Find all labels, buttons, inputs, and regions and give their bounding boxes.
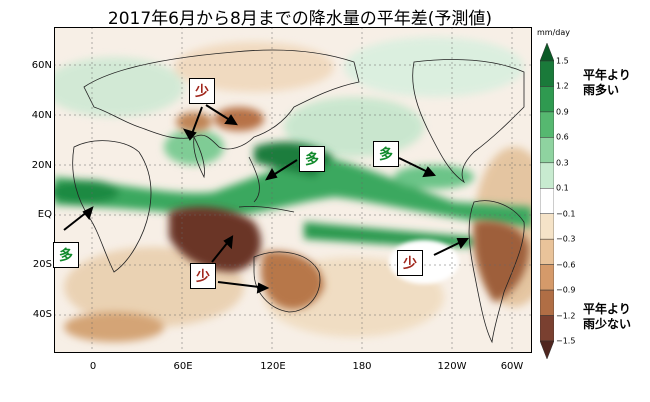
lat-label-20n: 20N [31,160,52,171]
lon-label-120e: 120E [260,361,286,372]
colorbar-unit: mm/day [537,28,570,37]
lat-label-20s: 20S [32,259,52,270]
lon-label-60e: 60E [173,361,193,372]
precipitation-anomaly-map [54,27,532,353]
dry-label: 平年より 雨少ない [583,302,650,332]
lon-label-180: 180 [352,361,372,372]
callout-dry-asia: 少 [189,78,215,104]
colorbar-segment [540,60,554,87]
lat-label-40s: 40S [32,309,52,320]
colorbar-tick-label: −0.1 [556,209,576,219]
callout-dry-south-america: 少 [397,250,423,276]
colorbar-tick-label: 0.3 [556,158,569,168]
colorbar-tick-label: 0.1 [556,183,569,193]
map-title: 2017年6月から8月までの降水量の平年差(予測値) [107,9,493,29]
colorbar-segment [540,86,554,113]
wet-label: 平年より 雨多い [583,68,650,98]
colorbar-segment [540,264,554,291]
lon-label-120w: 120W [437,361,467,372]
colorbar-top-arrow [540,43,554,62]
lon-label-0: 0 [89,361,97,372]
colorbar-tick-label: −1.2 [556,311,576,321]
dry-label-text: 平年より 雨少ない [583,302,632,331]
colorbar-tick-label: 1.5 [556,56,569,66]
lat-label-60n: 60N [31,60,52,71]
lon-label-60w: 60W [500,361,524,372]
colorbar-segment [540,111,554,138]
colorbar-tick-label: −1.5 [556,336,576,346]
colorbar-segment [540,315,554,342]
colorbar-bottom-arrow [540,340,554,359]
colorbar-segment [540,213,554,240]
callout-dry-indian-ocean: 少 [190,263,216,289]
colorbar-tick-label: 1.2 [556,81,569,91]
colorbar-segment [540,188,554,214]
colorbar-tick-label: −0.3 [556,234,576,244]
lat-label-40n: 40N [31,110,52,121]
colorbar-segment [540,162,554,189]
colorbar-tick-label: 0.9 [556,107,569,117]
callout-wet-central-america: 多 [373,141,399,167]
lat-label-eq: EQ [37,209,52,220]
colorbar-segment [540,137,554,164]
colorbar-segment [540,289,554,316]
callout-wet-west-pacific: 多 [299,146,325,172]
wet-label-text: 平年より 雨多い [583,68,631,97]
callout-wet-africa: 多 [53,242,79,268]
colorbar [540,43,554,359]
colorbar-segment [540,238,554,265]
colorbar-tick-label: −0.6 [556,260,576,270]
colorbar-tick-label: 0.6 [556,132,569,142]
colorbar-tick-label: −0.9 [556,285,576,295]
